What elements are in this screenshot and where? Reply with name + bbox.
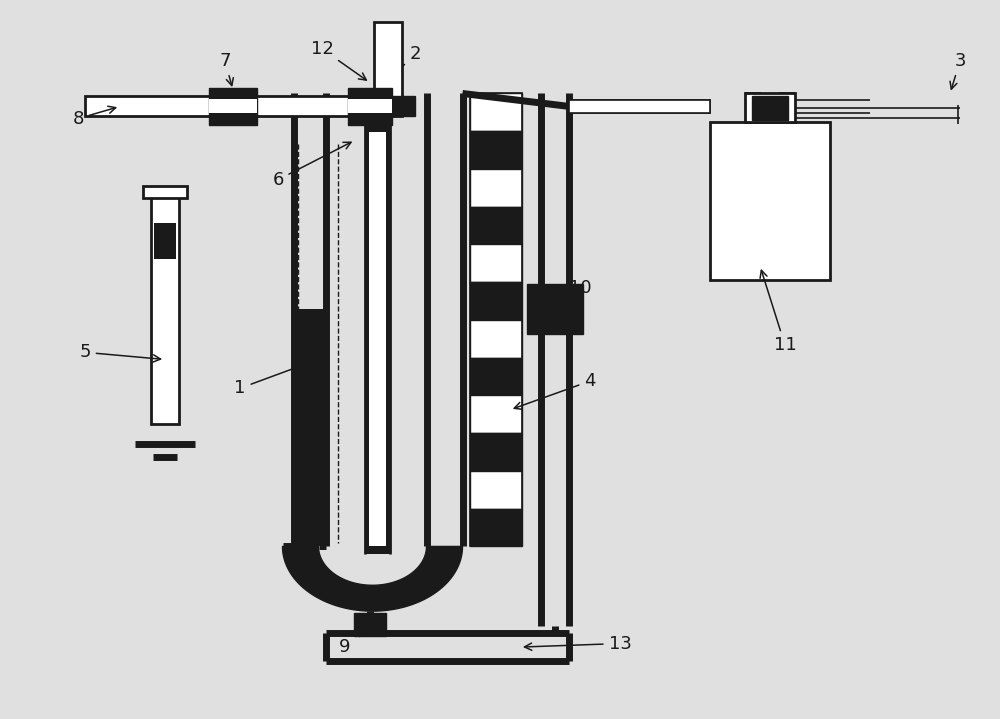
Text: 2: 2 (393, 45, 421, 76)
Bar (365, 125, 390, 554)
Text: 1: 1 (234, 360, 314, 398)
Text: 4: 4 (514, 372, 596, 409)
Bar (470, 471, 522, 509)
Text: 7: 7 (219, 52, 233, 86)
Bar (752, 96, 788, 120)
Bar (569, 100, 710, 113)
Text: 9: 9 (339, 629, 362, 656)
Bar (470, 93, 522, 546)
Bar (85, 96, 402, 116)
Text: 11: 11 (760, 270, 796, 354)
Bar (470, 93, 522, 131)
Bar (369, 132, 386, 546)
Bar (374, 22, 402, 106)
Bar (470, 320, 522, 358)
Text: 10: 10 (559, 278, 591, 298)
Bar (470, 207, 522, 244)
Bar (354, 613, 386, 636)
Bar (470, 358, 522, 395)
Bar (527, 284, 583, 334)
Bar (470, 509, 522, 546)
Bar (470, 244, 522, 282)
Text: 8: 8 (72, 106, 116, 128)
Bar (470, 395, 522, 433)
Polygon shape (283, 546, 462, 611)
Bar (745, 93, 795, 122)
Bar (470, 283, 522, 320)
Bar (710, 122, 830, 280)
Text: 3: 3 (950, 52, 966, 89)
Text: 12: 12 (311, 40, 366, 80)
Bar (209, 99, 257, 114)
Bar (348, 88, 392, 125)
Text: 5: 5 (79, 343, 161, 362)
Text: 6: 6 (272, 142, 351, 189)
Bar (154, 223, 176, 259)
Bar (143, 186, 187, 198)
Bar (470, 169, 522, 207)
Bar (348, 99, 392, 114)
Bar (392, 96, 415, 116)
Bar (209, 88, 257, 125)
Bar (470, 131, 522, 169)
Text: 13: 13 (524, 634, 631, 653)
Bar (294, 309, 326, 546)
Bar (569, 100, 710, 113)
Bar (151, 194, 179, 424)
Bar (470, 433, 522, 471)
